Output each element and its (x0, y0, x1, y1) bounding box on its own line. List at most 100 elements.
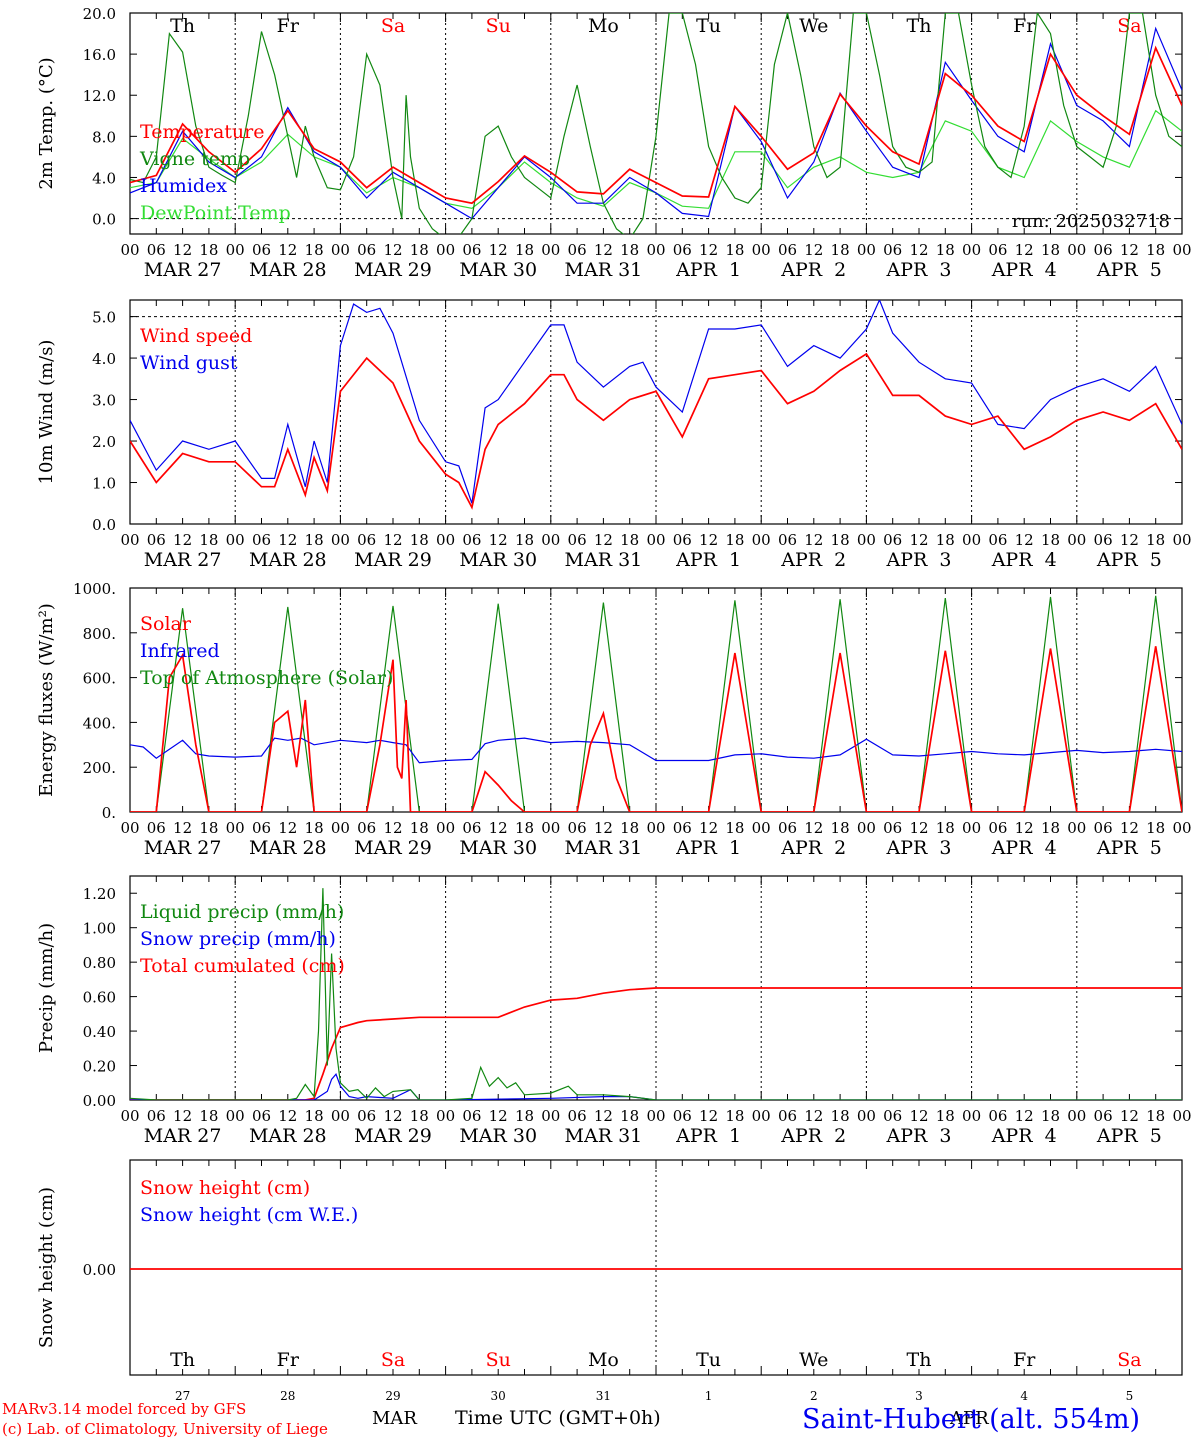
hour-tick-label: 18 (305, 531, 324, 549)
series-line-wind-gust (130, 300, 1182, 504)
y-tick-label: 0.00 (83, 1092, 116, 1110)
hour-tick-label: 00 (331, 241, 350, 259)
hour-tick-label: 18 (936, 241, 955, 259)
hour-tick-label: 00 (541, 819, 560, 837)
date-label: APR 4 (991, 1125, 1057, 1147)
x-axis-title: Time UTC (GMT+0h) (455, 1407, 661, 1429)
run-annotation: run: 2025032718 (1012, 211, 1170, 232)
hour-tick-label: 12 (1015, 531, 1034, 549)
date-label: MAR 30 (459, 1125, 537, 1147)
hour-tick-label: 06 (988, 819, 1007, 837)
hour-tick-label: 06 (568, 1107, 587, 1125)
hour-tick-label: 06 (883, 531, 902, 549)
date-label: APR 5 (1096, 259, 1162, 281)
y-tick-label: 5.0 (92, 309, 116, 327)
hour-tick-label: 06 (883, 241, 902, 259)
hour-tick-label: 00 (541, 1107, 560, 1125)
hour-tick-label: 12 (804, 819, 823, 837)
hour-tick-label: 06 (462, 531, 481, 549)
hour-tick-label: 00 (752, 1107, 771, 1125)
hour-tick-label: 00 (752, 241, 771, 259)
hour-tick-label: 06 (778, 1107, 797, 1125)
legend-entry: Snow height (cm W.E.) (140, 1204, 358, 1226)
hour-tick-label: 18 (515, 531, 534, 549)
station-name: Saint-Hubert (alt. 554m) (802, 1404, 1140, 1435)
day-number-label: 2 (810, 1389, 818, 1403)
hour-tick-label: 18 (515, 1107, 534, 1125)
weekday-label: Fr (277, 15, 300, 37)
hour-tick-label: 12 (278, 531, 297, 549)
hour-tick-label: 00 (857, 1107, 876, 1125)
hour-tick-label: 00 (646, 241, 665, 259)
weekday-label: Su (486, 1349, 511, 1371)
hour-tick-label: 12 (383, 531, 402, 549)
hour-tick-label: 06 (778, 531, 797, 549)
hour-tick-label: 00 (1172, 531, 1191, 549)
weekday-label: Fr (1013, 1349, 1036, 1371)
hour-tick-label: 06 (252, 531, 271, 549)
date-label: APR 3 (886, 259, 952, 281)
hour-tick-label: 18 (515, 241, 534, 259)
y-axis-label: Energy fluxes (W/m²) (36, 603, 57, 797)
weekday-label: Sa (1117, 1349, 1141, 1371)
footer-apr-label: APR (949, 1408, 989, 1429)
weekday-label: Sa (381, 15, 405, 37)
hour-tick-label: 18 (410, 819, 429, 837)
hour-tick-label: 00 (226, 241, 245, 259)
hour-tick-label: 18 (199, 241, 218, 259)
hour-tick-label: 12 (1120, 819, 1139, 837)
hour-tick-label: 18 (1146, 241, 1165, 259)
hour-tick-label: 00 (752, 531, 771, 549)
date-label: APR 3 (886, 1125, 952, 1147)
date-label: APR 4 (991, 837, 1057, 859)
hour-tick-label: 12 (594, 531, 613, 549)
day-number-label: 27 (175, 1389, 190, 1403)
hour-tick-label: 00 (962, 241, 981, 259)
weekday-label: Th (907, 15, 932, 37)
hour-tick-label: 18 (1041, 1107, 1060, 1125)
hour-tick-label: 18 (199, 819, 218, 837)
date-label: APR 4 (991, 549, 1057, 571)
series-line-temperature (130, 45, 1182, 205)
hour-tick-label: 12 (699, 531, 718, 549)
series-line-wind-speed (130, 352, 1182, 510)
hour-tick-label: 06 (1094, 819, 1113, 837)
date-label: APR 1 (675, 259, 741, 281)
y-tick-label: 0.20 (83, 1058, 116, 1076)
hour-tick-label: 00 (962, 531, 981, 549)
day-number-label: 1 (705, 1389, 713, 1403)
hour-tick-label: 00 (120, 241, 139, 259)
y-tick-label: 0. (102, 804, 116, 822)
date-label: MAR 30 (459, 549, 537, 571)
hour-tick-label: 00 (541, 531, 560, 549)
chart-panels: 0.04.08.012.016.020.02m Temp. (°C)00 06 12… (36, 5, 1192, 1403)
hour-tick-label: 18 (936, 819, 955, 837)
legend-entry: DewPoint Temp (140, 202, 291, 224)
y-tick-label: 12.0 (83, 87, 116, 105)
weekday-label: Sa (1117, 15, 1141, 37)
day-number-label: 5 (1126, 1389, 1134, 1403)
date-label: APR 2 (780, 1125, 846, 1147)
hour-tick-label: 00 (226, 531, 245, 549)
hour-tick-label: 18 (620, 241, 639, 259)
hour-tick-label: 12 (909, 241, 928, 259)
hour-tick-label: 12 (383, 819, 402, 837)
y-axis-label: 2m Temp. (°C) (36, 57, 57, 189)
series-line-solar (130, 646, 1182, 812)
legend-entry: Top of Atmosphere (Solar) (140, 667, 393, 689)
date-label: MAR 31 (565, 259, 643, 281)
y-axis-label: Precip (mm/h) (36, 923, 57, 1053)
date-label: MAR 27 (144, 549, 222, 571)
weekday-label: Tu (696, 15, 721, 37)
y-tick-label: 1.20 (83, 885, 116, 903)
date-label: MAR 27 (144, 1125, 222, 1147)
weekday-label: Fr (1013, 15, 1036, 37)
hour-tick-label: 06 (883, 819, 902, 837)
date-label: MAR 30 (459, 259, 537, 281)
hour-tick-label: 00 (226, 819, 245, 837)
hour-tick-label: 12 (909, 1107, 928, 1125)
hour-tick-label: 00 (1172, 819, 1191, 837)
hour-tick-label: 00 (962, 819, 981, 837)
hour-tick-label: 06 (988, 241, 1007, 259)
hour-tick-label: 12 (699, 1107, 718, 1125)
